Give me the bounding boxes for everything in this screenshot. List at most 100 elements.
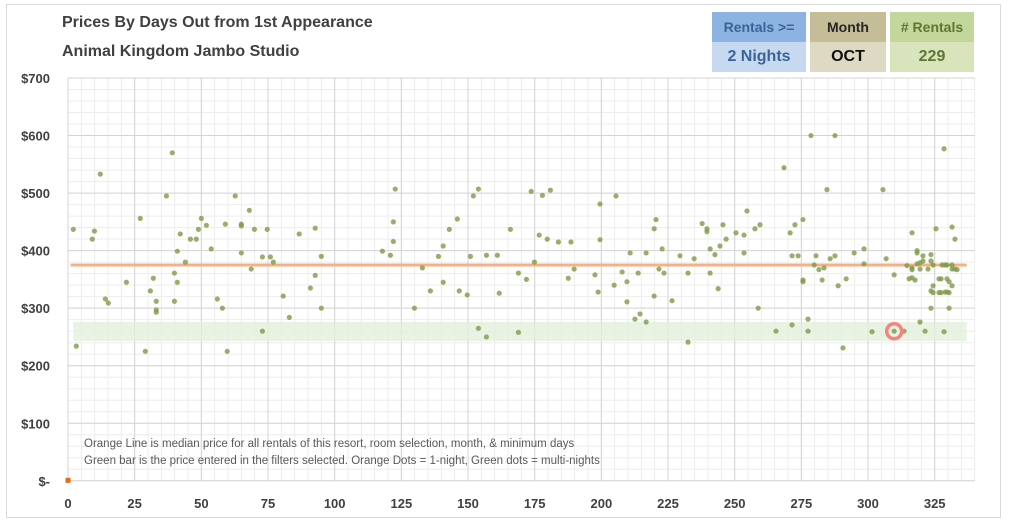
multi-night-point xyxy=(280,293,286,299)
multi-night-point xyxy=(528,188,534,194)
multi-night-point xyxy=(757,222,763,228)
note-median-line: Orange Line is median price for all rent… xyxy=(84,438,575,450)
multi-night-point xyxy=(659,246,665,252)
multi-night-point xyxy=(390,238,396,245)
multi-night-point xyxy=(312,225,318,231)
multi-night-point xyxy=(949,262,955,268)
multi-night-point xyxy=(611,282,617,288)
multi-night-point xyxy=(685,270,691,276)
multi-night-point xyxy=(928,258,934,264)
multi-night-point xyxy=(195,226,202,232)
multi-night-point xyxy=(251,226,258,232)
x-tick-label: 200 xyxy=(591,496,613,511)
multi-night-point xyxy=(592,272,598,278)
multi-night-point xyxy=(699,220,705,227)
multi-night-point xyxy=(174,279,180,285)
filter-min-nights[interactable]: Rentals >= 2 Nights xyxy=(712,12,806,72)
multi-night-point xyxy=(470,193,476,199)
multi-night-point xyxy=(507,226,514,232)
multi-night-point xyxy=(193,236,199,242)
x-tick-label: 0 xyxy=(64,496,71,511)
x-tick-label: 100 xyxy=(324,496,346,511)
multi-night-point xyxy=(781,165,787,171)
multi-night-point xyxy=(91,228,98,234)
multi-night-point xyxy=(198,215,204,222)
multi-night-point xyxy=(744,208,750,214)
multi-night-point xyxy=(531,259,538,265)
multi-night-point xyxy=(891,272,897,278)
multi-night-point xyxy=(805,316,811,322)
multi-night-point xyxy=(296,231,302,237)
multi-night-point xyxy=(267,254,274,260)
multi-night-point xyxy=(456,288,462,294)
multi-night-point xyxy=(153,298,159,304)
rental-count: # Rentals 229 xyxy=(890,12,974,72)
multi-night-point xyxy=(597,237,603,243)
x-tick-label: 225 xyxy=(657,496,679,511)
multi-night-point xyxy=(661,270,667,276)
multi-night-point xyxy=(861,246,867,252)
y-tick-label: $100 xyxy=(21,416,50,431)
multi-night-point xyxy=(914,250,920,256)
multi-night-point xyxy=(813,253,819,259)
multi-night-point xyxy=(137,215,143,222)
multi-night-point xyxy=(619,269,625,275)
multi-night-point xyxy=(515,329,522,335)
multi-night-point xyxy=(677,253,683,259)
multi-night-point xyxy=(171,270,178,276)
multi-night-point xyxy=(733,230,739,236)
multi-night-point xyxy=(712,252,718,258)
multi-night-point xyxy=(571,266,577,272)
multi-night-point xyxy=(925,266,931,272)
x-tick-label: 300 xyxy=(857,496,879,511)
multi-night-point xyxy=(819,277,825,283)
multi-night-point xyxy=(949,224,955,230)
one-night-point xyxy=(65,477,71,483)
multi-night-point xyxy=(840,345,846,351)
multi-night-point xyxy=(789,322,795,328)
multi-night-point xyxy=(238,250,244,256)
multi-night-point xyxy=(789,253,795,259)
multi-night-point xyxy=(187,236,194,242)
multi-night-point xyxy=(483,252,490,258)
multi-night-point xyxy=(752,226,758,232)
multi-night-point xyxy=(912,277,918,283)
multi-night-point xyxy=(163,193,170,199)
multi-night-point xyxy=(246,207,252,213)
multi-night-point xyxy=(861,261,867,267)
multi-night-point xyxy=(816,267,822,273)
multi-night-point xyxy=(704,229,710,235)
multi-night-point xyxy=(941,329,947,335)
multi-night-point xyxy=(624,299,630,305)
multi-night-point xyxy=(653,216,659,223)
y-tick-label: $600 xyxy=(21,129,50,144)
multi-night-point xyxy=(597,201,603,207)
filter-min-nights-label: Rentals >= xyxy=(712,12,806,42)
multi-night-point xyxy=(264,226,270,232)
rental-count-value: 229 xyxy=(890,42,974,72)
multi-night-point xyxy=(627,250,633,256)
multi-night-point xyxy=(467,253,474,259)
multi-night-point xyxy=(387,252,394,258)
multi-night-point xyxy=(70,226,76,232)
multi-night-point xyxy=(685,339,691,345)
multi-night-point xyxy=(419,265,426,271)
multi-night-point xyxy=(475,186,482,192)
multi-night-point xyxy=(656,266,662,272)
filter-month-value[interactable]: OCT xyxy=(810,42,886,72)
multi-night-point xyxy=(208,246,214,252)
multi-night-point xyxy=(475,325,482,331)
multi-night-point xyxy=(880,187,886,193)
multi-night-point xyxy=(792,222,798,228)
multi-night-point xyxy=(147,288,154,294)
filter-month-label: Month xyxy=(810,12,886,42)
multi-night-point xyxy=(946,305,952,311)
multi-night-point xyxy=(435,253,442,259)
multi-night-point xyxy=(717,243,723,249)
chart-title: Prices By Days Out from 1st Appearance xyxy=(62,14,373,31)
filter-min-nights-value[interactable]: 2 Nights xyxy=(712,42,806,72)
filter-month[interactable]: Month OCT xyxy=(810,12,886,72)
multi-night-point xyxy=(651,226,657,232)
multi-night-point xyxy=(811,262,817,268)
